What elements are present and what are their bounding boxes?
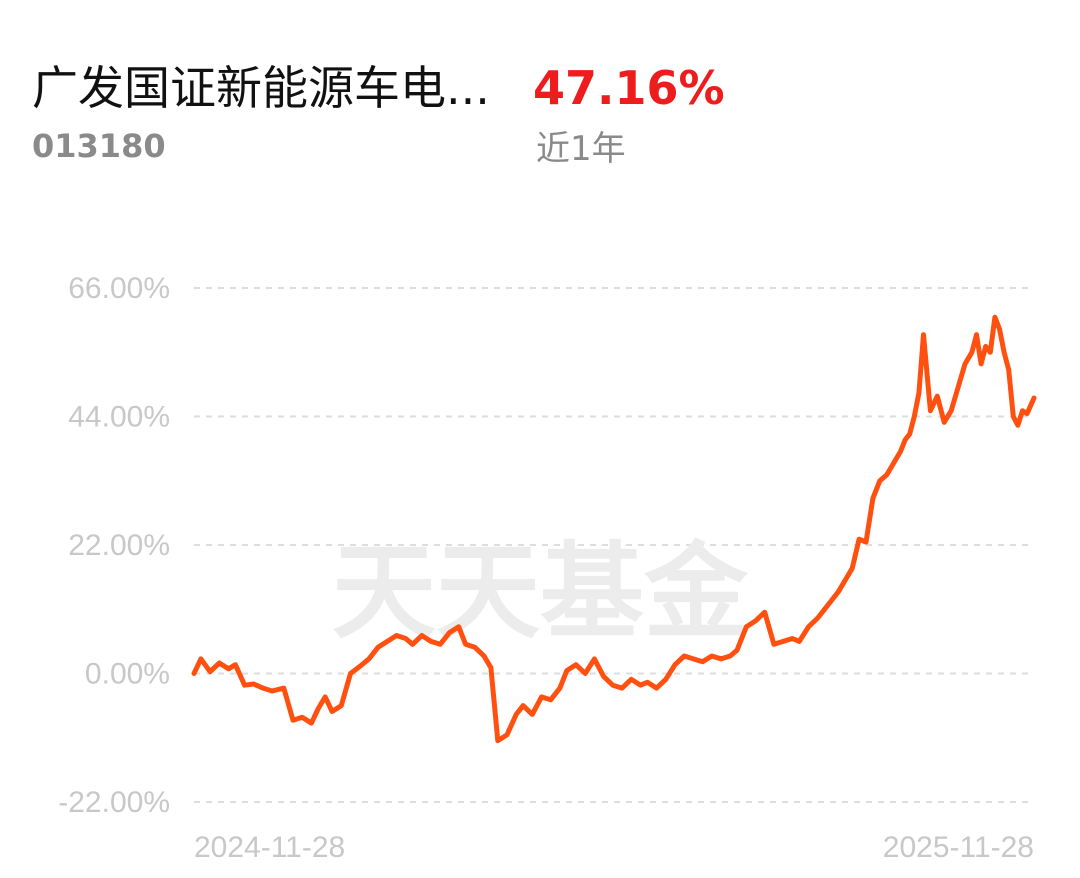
x-tick-label-start: 2024-11-28 bbox=[194, 831, 345, 864]
watermark-text: 天天基金 bbox=[332, 530, 749, 653]
fund-period-label: 近1年 bbox=[536, 129, 626, 169]
fund-return-value: 47.16% bbox=[533, 61, 725, 115]
series-line bbox=[191, 314, 1037, 744]
y-tick-label: 66.00% bbox=[68, 272, 170, 305]
fund-name: 广发国证新能源车电... bbox=[32, 61, 490, 115]
fund-code: 013180 bbox=[32, 127, 166, 165]
y-tick-label: -22.00% bbox=[58, 786, 170, 819]
series-layer bbox=[191, 314, 1037, 744]
x-tick-label-end: 2025-11-28 bbox=[883, 831, 1034, 864]
y-tick-label: 0.00% bbox=[85, 658, 170, 691]
y-tick-label: 22.00% bbox=[68, 529, 170, 562]
y-tick-label: 44.00% bbox=[68, 401, 170, 434]
y-axis-ticks: 66.00% 44.00% 22.00% 0.00% -22.00% bbox=[58, 272, 170, 819]
x-axis-ticks: 2024-11-28 2025-11-28 bbox=[194, 831, 1034, 864]
grid-lines bbox=[194, 287, 1034, 803]
